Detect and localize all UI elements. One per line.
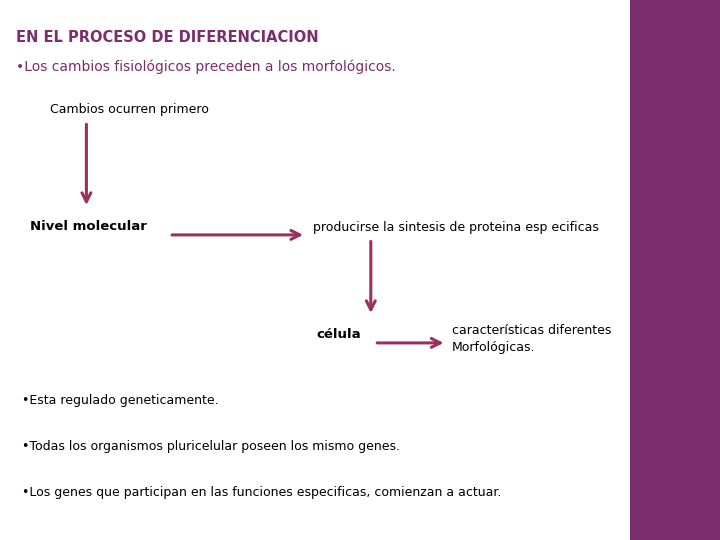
Bar	[630, 0, 720, 540]
Text: •Esta regulado geneticamente.: •Esta regulado geneticamente.	[22, 394, 218, 407]
Text: EN EL PROCESO DE DIFERENCIACION: EN EL PROCESO DE DIFERENCIACION	[16, 30, 318, 45]
Text: características diferentes
Morfológicas.: características diferentes Morfológicas.	[452, 324, 611, 354]
Text: Nivel molecular: Nivel molecular	[30, 220, 147, 233]
Text: Cambios ocurren primero: Cambios ocurren primero	[50, 103, 210, 116]
Text: •Todas los organismos pluricelular poseen los mismo genes.: •Todas los organismos pluricelular posee…	[22, 440, 400, 453]
Text: producirse la sintesis de proteina esp ecificas: producirse la sintesis de proteina esp e…	[313, 221, 599, 234]
Text: •Los genes que participan en las funciones especificas, comienzan a actuar.: •Los genes que participan en las funcion…	[22, 486, 501, 499]
Text: •Los cambios fisiológicos preceden a los morfológicos.: •Los cambios fisiológicos preceden a los…	[16, 59, 395, 74]
Text: célula: célula	[317, 328, 361, 341]
